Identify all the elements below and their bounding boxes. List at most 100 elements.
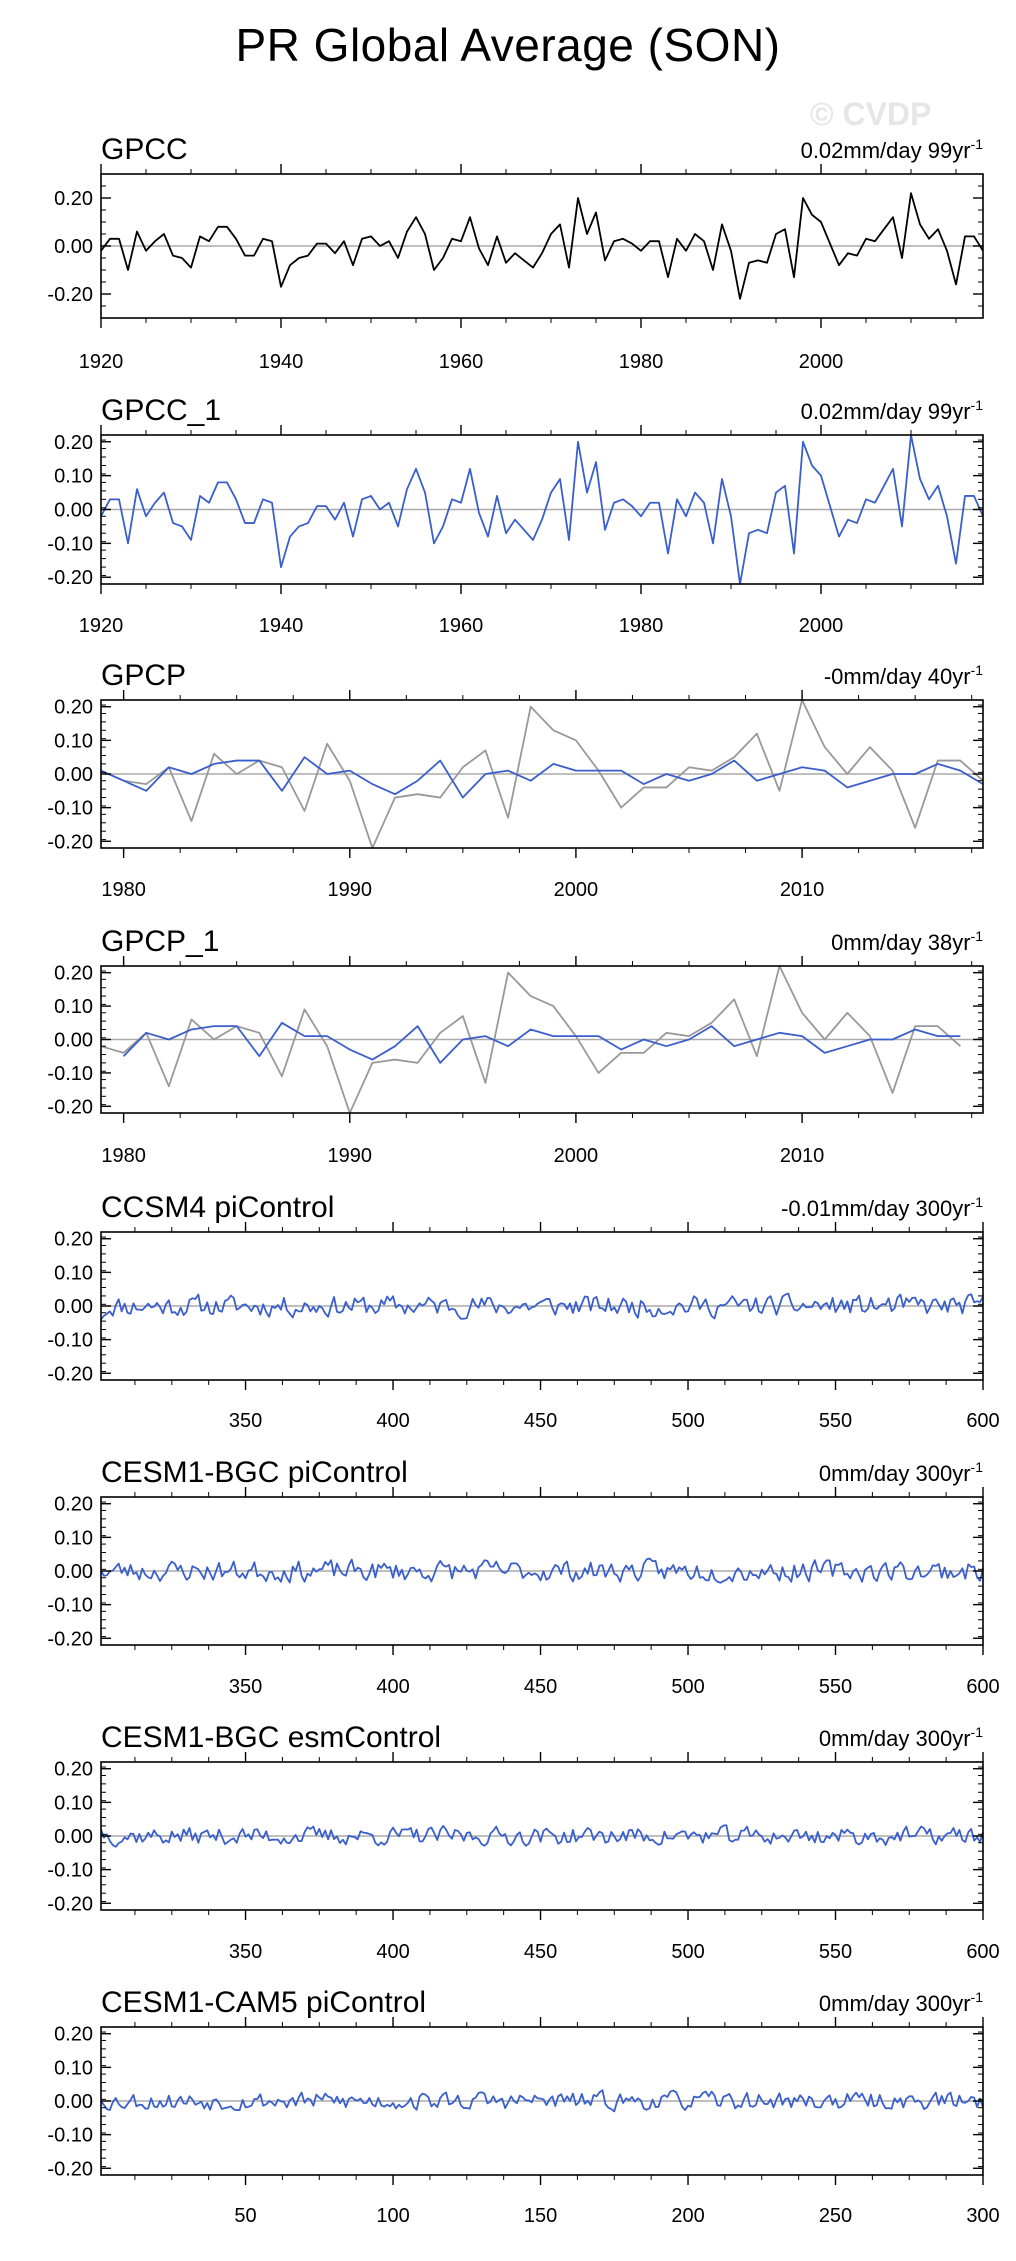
y-tick-label: 0.10 — [54, 730, 93, 752]
series-line-reference — [100, 965, 961, 1114]
x-tick-label: 500 — [671, 1410, 704, 1432]
panel-trend-value: 0mm/day 300yr — [819, 1726, 971, 1751]
x-tick-label: 450 — [524, 1676, 557, 1698]
y-tick-label: 0.10 — [54, 1792, 93, 1814]
x-tick-label: 550 — [819, 1941, 852, 1963]
series-line-model — [100, 1824, 984, 1848]
panel-trend-exponent: -1 — [971, 136, 984, 152]
panel-trend-value: -0.01mm/day 300yr — [781, 1196, 971, 1221]
panel-title: GPCC — [101, 133, 188, 166]
y-tick-label: -0.20 — [47, 2158, 93, 2180]
y-tick-label: -0.20 — [47, 831, 93, 853]
y-tick-label: 0.00 — [54, 236, 93, 258]
x-tick-label: 1940 — [259, 351, 304, 373]
panel-title: CESM1-BGC esmControl — [101, 1721, 441, 1754]
y-tick-label: 0.00 — [54, 1826, 93, 1848]
x-tick-label: 1980 — [101, 1145, 146, 1167]
y-tick-label: -0.10 — [47, 1595, 93, 1617]
panel-trend: 0mm/day 38yr-1 — [831, 928, 983, 955]
series-line-model — [100, 1557, 984, 1584]
panel-trend-exponent: -1 — [971, 397, 984, 413]
y-tick-label: 0.20 — [54, 432, 93, 454]
x-tick-label: 550 — [819, 1410, 852, 1432]
y-tick-label: 0.20 — [54, 1229, 93, 1251]
x-tick-label: 50 — [234, 2205, 256, 2227]
panel-trend: 0mm/day 300yr-1 — [819, 1724, 983, 1751]
y-tick-label: 0.20 — [54, 1494, 93, 1516]
x-tick-label: 100 — [376, 2205, 409, 2227]
panel-title: GPCP — [101, 659, 186, 692]
y-tick-label: 0.10 — [54, 2057, 93, 2079]
x-tick-label: 250 — [819, 2205, 852, 2227]
x-tick-label: 1990 — [328, 879, 373, 901]
x-tick-label: 350 — [229, 1410, 262, 1432]
y-tick-label: -0.10 — [47, 1063, 93, 1085]
x-tick-label: 2010 — [780, 1145, 825, 1167]
panel-title: GPCP_1 — [101, 925, 219, 958]
panel-title: CESM1-CAM5 piControl — [101, 1986, 426, 2019]
x-tick-label: 1980 — [101, 879, 146, 901]
x-tick-label: 1920 — [79, 615, 124, 637]
y-tick-label: 0.20 — [54, 697, 93, 719]
y-tick-label: 0.10 — [54, 1527, 93, 1549]
x-tick-label: 600 — [966, 1410, 999, 1432]
panel-trend: 0.02mm/day 99yr-1 — [801, 136, 984, 163]
x-tick-label: 1980 — [619, 351, 664, 373]
x-tick-label: 400 — [376, 1941, 409, 1963]
y-tick-label: -0.20 — [47, 567, 93, 589]
panel-trend-value: 0mm/day 300yr — [819, 1461, 971, 1486]
x-tick-label: 600 — [966, 1676, 999, 1698]
x-tick-label: 1920 — [79, 351, 124, 373]
y-tick-label: -0.10 — [47, 798, 93, 820]
y-tick-label: -0.20 — [47, 1363, 93, 1385]
y-tick-label: -0.20 — [47, 1893, 93, 1915]
panel-trend-exponent: -1 — [971, 1724, 984, 1740]
series-line-model — [100, 434, 984, 585]
panel-trend-exponent: -1 — [971, 1989, 984, 2005]
series-line-model — [100, 756, 984, 799]
x-tick-label: 2010 — [780, 879, 825, 901]
y-tick-label: 0.00 — [54, 500, 93, 522]
panel-trend-value: 0mm/day 38yr — [831, 930, 970, 955]
series-line-model — [122, 1021, 961, 1064]
x-tick-label: 500 — [671, 1941, 704, 1963]
x-tick-label: 600 — [966, 1941, 999, 1963]
panel-title: CESM1-BGC piControl — [101, 1456, 408, 1489]
x-tick-label: 300 — [966, 2205, 999, 2227]
x-tick-label: 2000 — [554, 1145, 599, 1167]
panel-trend-exponent: -1 — [971, 928, 984, 944]
x-tick-label: 450 — [524, 1941, 557, 1963]
panel-trend: -0mm/day 40yr-1 — [824, 662, 983, 689]
y-tick-label: 0.10 — [54, 466, 93, 488]
panel-trend: 0mm/day 300yr-1 — [819, 1459, 983, 1486]
x-tick-label: 1990 — [328, 1145, 373, 1167]
x-tick-label: 1960 — [439, 615, 484, 637]
x-tick-label: 400 — [376, 1410, 409, 1432]
x-tick-label: 2000 — [554, 879, 599, 901]
series-line-model — [100, 1292, 984, 1321]
panel-title: CCSM4 piControl — [101, 1191, 334, 1224]
panel-trend: 0mm/day 300yr-1 — [819, 1989, 983, 2016]
y-tick-label: 0.00 — [54, 764, 93, 786]
page-title: PR Global Average (SON) — [235, 19, 781, 71]
x-tick-label: 200 — [671, 2205, 704, 2227]
y-tick-label: -0.20 — [47, 1096, 93, 1118]
panel-trend-exponent: -1 — [971, 662, 984, 678]
x-tick-label: 150 — [524, 2205, 557, 2227]
series-line-obs — [100, 192, 984, 300]
y-tick-label: -0.10 — [47, 1860, 93, 1882]
y-tick-label: -0.10 — [47, 1330, 93, 1352]
y-tick-label: -0.10 — [47, 533, 93, 555]
y-tick-label: 0.20 — [54, 963, 93, 985]
x-tick-label: 1960 — [439, 351, 484, 373]
y-tick-label: -0.10 — [47, 2125, 93, 2147]
cvdp-watermark: © CVDP — [810, 96, 932, 132]
x-tick-label: 1940 — [259, 615, 304, 637]
x-tick-label: 500 — [671, 1676, 704, 1698]
y-tick-label: 0.20 — [54, 188, 93, 210]
panel-trend: -0.01mm/day 300yr-1 — [781, 1194, 983, 1221]
x-tick-label: 350 — [229, 1676, 262, 1698]
x-tick-label: 2000 — [799, 615, 844, 637]
panel-trend-value: 0mm/day 300yr — [819, 1991, 971, 2016]
